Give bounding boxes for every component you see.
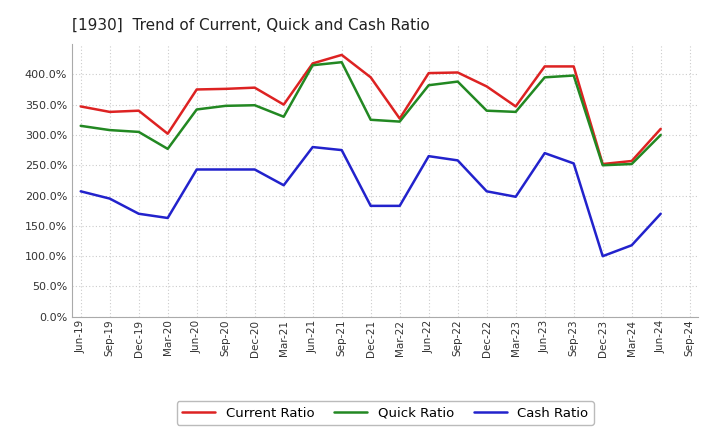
Current Ratio bbox=[135, 108, 143, 114]
Cash Ratio bbox=[366, 203, 375, 209]
Cash Ratio bbox=[657, 211, 665, 216]
Quick Ratio bbox=[570, 73, 578, 78]
Current Ratio bbox=[338, 52, 346, 58]
Current Ratio bbox=[76, 104, 85, 109]
Line: Current Ratio: Current Ratio bbox=[81, 55, 661, 164]
Quick Ratio bbox=[105, 128, 114, 133]
Current Ratio bbox=[105, 109, 114, 114]
Quick Ratio bbox=[192, 107, 201, 112]
Quick Ratio bbox=[163, 146, 172, 151]
Cash Ratio bbox=[454, 158, 462, 163]
Cash Ratio bbox=[135, 211, 143, 216]
Current Ratio bbox=[541, 64, 549, 69]
Cash Ratio bbox=[279, 183, 288, 188]
Cash Ratio bbox=[395, 203, 404, 209]
Current Ratio bbox=[424, 70, 433, 76]
Cash Ratio bbox=[482, 189, 491, 194]
Quick Ratio bbox=[251, 103, 259, 108]
Current Ratio bbox=[251, 85, 259, 90]
Line: Quick Ratio: Quick Ratio bbox=[81, 62, 661, 165]
Legend: Current Ratio, Quick Ratio, Cash Ratio: Current Ratio, Quick Ratio, Cash Ratio bbox=[177, 401, 593, 425]
Quick Ratio bbox=[541, 75, 549, 80]
Cash Ratio bbox=[76, 189, 85, 194]
Cash Ratio bbox=[598, 253, 607, 259]
Quick Ratio bbox=[279, 114, 288, 119]
Cash Ratio bbox=[338, 147, 346, 153]
Current Ratio bbox=[570, 64, 578, 69]
Current Ratio bbox=[366, 75, 375, 80]
Current Ratio bbox=[454, 70, 462, 75]
Quick Ratio bbox=[135, 129, 143, 135]
Cash Ratio bbox=[541, 150, 549, 156]
Cash Ratio bbox=[163, 215, 172, 220]
Quick Ratio bbox=[454, 79, 462, 84]
Current Ratio bbox=[163, 131, 172, 136]
Cash Ratio bbox=[424, 154, 433, 159]
Current Ratio bbox=[192, 87, 201, 92]
Quick Ratio bbox=[598, 163, 607, 168]
Quick Ratio bbox=[395, 119, 404, 124]
Current Ratio bbox=[627, 158, 636, 164]
Cash Ratio bbox=[105, 196, 114, 201]
Line: Cash Ratio: Cash Ratio bbox=[81, 147, 661, 256]
Quick Ratio bbox=[221, 103, 230, 109]
Current Ratio bbox=[598, 161, 607, 167]
Current Ratio bbox=[221, 86, 230, 92]
Cash Ratio bbox=[192, 167, 201, 172]
Quick Ratio bbox=[424, 83, 433, 88]
Quick Ratio bbox=[482, 108, 491, 114]
Cash Ratio bbox=[251, 167, 259, 172]
Quick Ratio bbox=[366, 117, 375, 122]
Cash Ratio bbox=[627, 242, 636, 248]
Quick Ratio bbox=[627, 161, 636, 167]
Current Ratio bbox=[511, 104, 520, 109]
Quick Ratio bbox=[308, 62, 317, 68]
Quick Ratio bbox=[511, 109, 520, 114]
Current Ratio bbox=[657, 126, 665, 132]
Cash Ratio bbox=[221, 167, 230, 172]
Cash Ratio bbox=[511, 194, 520, 199]
Current Ratio bbox=[395, 116, 404, 121]
Quick Ratio bbox=[338, 59, 346, 65]
Cash Ratio bbox=[570, 161, 578, 166]
Cash Ratio bbox=[308, 144, 317, 150]
Quick Ratio bbox=[76, 123, 85, 128]
Text: [1930]  Trend of Current, Quick and Cash Ratio: [1930] Trend of Current, Quick and Cash … bbox=[72, 18, 430, 33]
Current Ratio bbox=[279, 102, 288, 107]
Current Ratio bbox=[482, 84, 491, 89]
Quick Ratio bbox=[657, 132, 665, 138]
Current Ratio bbox=[308, 61, 317, 66]
